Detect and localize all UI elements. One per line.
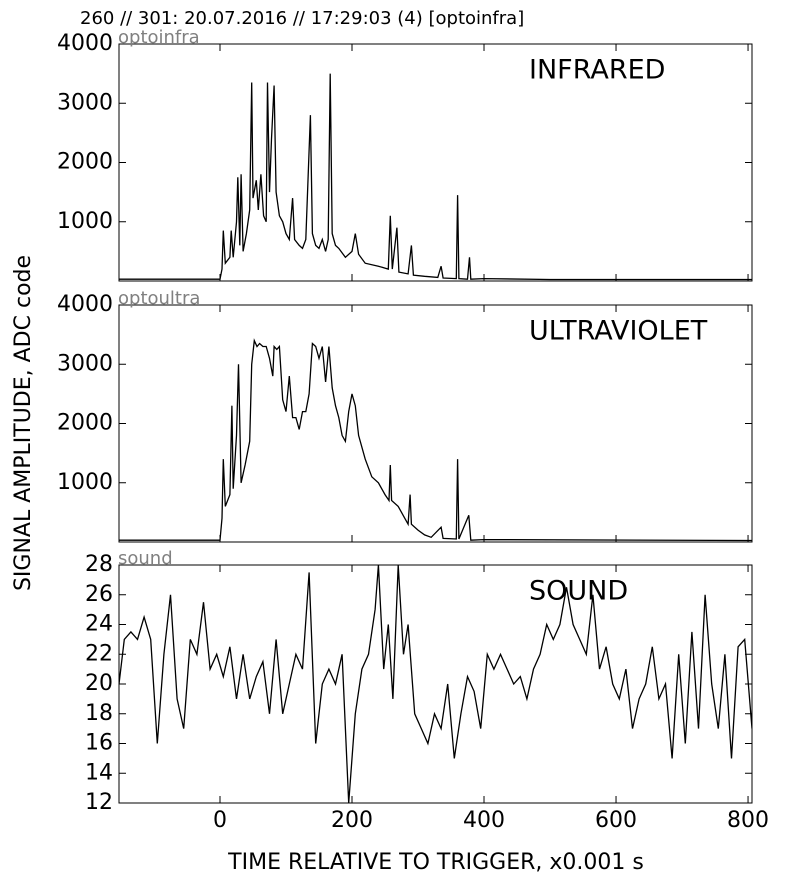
- y-tick-label: 24: [85, 612, 113, 637]
- x-tick-label: 200: [331, 808, 373, 833]
- panel-annotation: SOUND: [529, 576, 628, 607]
- x-tick-label: 600: [595, 808, 637, 833]
- y-tick-label: 26: [85, 582, 113, 607]
- y-tick-label: 3000: [57, 90, 113, 115]
- x-tick-label: 800: [727, 808, 769, 833]
- panel-annotation: INFRARED: [529, 55, 665, 86]
- y-tick-label: 1000: [57, 470, 113, 495]
- y-tick-label: 20: [85, 671, 113, 696]
- panel-label: optoultra: [118, 288, 200, 309]
- y-tick-label: 12: [85, 790, 113, 815]
- y-tick-label: 3000: [57, 351, 113, 376]
- y-tick-label: 14: [85, 760, 113, 785]
- y-tick-label: 18: [85, 701, 113, 726]
- y-axis-label: SIGNAL AMPLITUDE, ADC code: [11, 255, 36, 591]
- signal-line: [119, 73, 752, 281]
- panel-label: sound: [118, 548, 173, 569]
- panel-annotation: ULTRAVIOLET: [529, 316, 708, 347]
- signal-line: [119, 338, 752, 542]
- panel-label: optoinfra: [118, 27, 200, 48]
- x-axis-label: TIME RELATIVE TO TRIGGER, x0.001 s: [227, 850, 644, 875]
- figure-title: 260 // 301: 20.07.2016 // 17:29:03 (4) […: [80, 8, 524, 29]
- y-tick-label: 16: [85, 731, 113, 756]
- y-tick-label: 4000: [57, 31, 113, 56]
- y-tick-label: 2000: [57, 411, 113, 436]
- signal-line: [119, 565, 752, 803]
- y-tick-label: 22: [85, 641, 113, 666]
- y-tick-label: 2000: [57, 150, 113, 175]
- y-tick-label: 1000: [57, 209, 113, 234]
- y-tick-label: 4000: [57, 292, 113, 317]
- y-tick-label: 28: [85, 552, 113, 577]
- x-tick-label: 0: [213, 808, 227, 833]
- x-tick-label: 400: [463, 808, 505, 833]
